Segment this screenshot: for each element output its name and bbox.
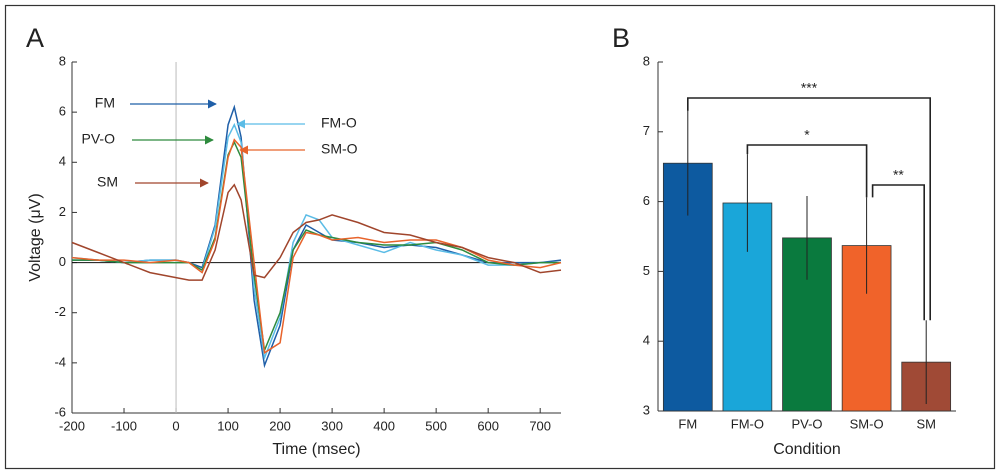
series-line [71,183,562,281]
series-label: FM [95,95,115,111]
x-tick-label: 500 [425,418,447,433]
x-tick-label: -100 [111,418,137,433]
panel-label: B [612,23,630,53]
x-axis-label: Time (msec) [272,441,360,458]
x-tick-label: 400 [373,418,395,433]
y-tick-label: 2 [59,204,66,219]
x-tick-label: FM [678,416,697,431]
significance-bracket [871,184,925,321]
x-tick-label: PV-O [791,416,822,431]
series-label: FM-O [321,115,357,131]
y-tick-label: 8 [643,53,650,68]
x-tick-label: 0 [172,418,179,433]
y-tick-label: 8 [59,53,66,68]
series-line [72,104,562,369]
x-tick-label: 100 [217,418,239,433]
y-tick-label: 4 [59,154,66,169]
frame [4,4,996,470]
series-label: PV-O [82,131,116,147]
significance-label: *** [801,80,818,96]
y-tick-label: 3 [643,402,650,417]
significance-label: * [804,127,810,143]
y-tick-label: 7 [643,123,650,138]
y-axis-label: Voltage (μV) [27,193,44,281]
y-tick-label: -4 [54,354,66,369]
x-tick-label: FM-O [731,416,764,431]
y-tick-label: 0 [59,254,66,269]
significance-label: ** [893,167,904,183]
series-line [72,140,561,354]
y-tick-label: 6 [59,104,66,119]
y-tick-label: -2 [54,304,66,319]
y-tick-label: 5 [643,263,650,278]
x-tick-label: 300 [321,418,343,433]
y-tick-label: 4 [643,333,650,348]
x-axis-label: Condition [773,441,841,458]
x-tick-label: 600 [477,418,499,433]
x-tick-label: 200 [269,418,291,433]
series-label: SM [97,174,118,190]
series-line [71,122,561,361]
series-line [71,138,562,355]
x-tick-label: 700 [529,418,551,433]
x-tick-label: -200 [59,418,85,433]
significance-bracket [687,97,931,321]
x-tick-label: SM [916,416,936,431]
panel-label: A [26,23,44,53]
significance-bracket [746,144,868,198]
y-tick-label: 6 [643,193,650,208]
series-label: SM-O [321,141,358,157]
x-tick-label: SM-O [850,416,884,431]
y-tick-label: -6 [54,404,66,419]
